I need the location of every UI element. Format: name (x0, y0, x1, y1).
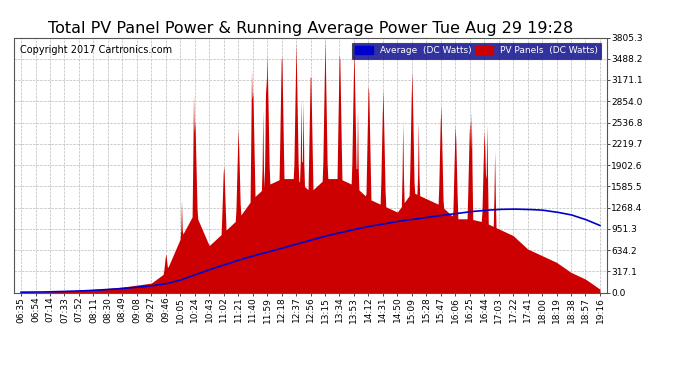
Text: Copyright 2017 Cartronics.com: Copyright 2017 Cartronics.com (20, 45, 172, 55)
Legend: Average  (DC Watts), PV Panels  (DC Watts): Average (DC Watts), PV Panels (DC Watts) (351, 42, 602, 59)
Title: Total PV Panel Power & Running Average Power Tue Aug 29 19:28: Total PV Panel Power & Running Average P… (48, 21, 573, 36)
